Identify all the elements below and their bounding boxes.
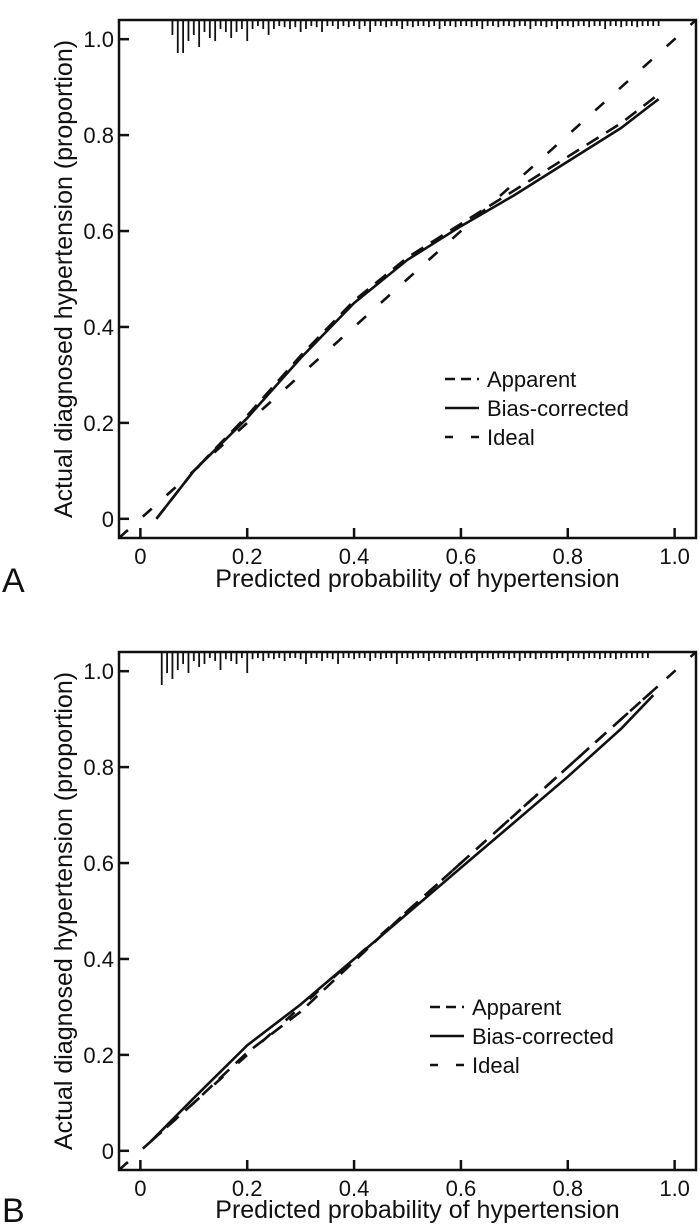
x-tick-label: 1.0 — [659, 1176, 690, 1201]
series-line-apparent — [150, 684, 660, 1143]
panel-a: 0 0.2 0.4 0.6 0.8 1.0 0 0.2 0.4 0.6 0.8 1.0 Predicte… — [50, 18, 698, 593]
legend-label: Bias-corrected — [472, 1024, 614, 1049]
panel-letter-a: A — [2, 562, 25, 600]
series-line-ideal — [119, 20, 696, 538]
x-tick-label: 0.2 — [232, 1176, 263, 1201]
x-tick-label: 0.6 — [446, 544, 477, 569]
y-tick-label: 0.8 — [83, 755, 114, 780]
x-tick-label: 0.8 — [552, 544, 583, 569]
y-tick-label: 0.2 — [83, 411, 114, 436]
y-tick-label: 0.4 — [83, 947, 114, 972]
x-axis-label: Predicted probability of hypertension — [215, 1196, 619, 1224]
legend-label: Ideal — [472, 1053, 520, 1078]
x-tick-label: 0.6 — [446, 1176, 477, 1201]
x-tick-label: 0 — [134, 1176, 146, 1201]
legend: Apparent Bias-corrected Ideal — [430, 995, 614, 1078]
x-tick-label: 1.0 — [659, 544, 690, 569]
series-line-ideal — [119, 652, 696, 1170]
y-tick-label: 0.4 — [83, 315, 114, 340]
panel-letter-b: B — [2, 1192, 25, 1227]
x-tick-label: 0 — [134, 544, 146, 569]
y-axis-label: Actual diagnosed hypertension (proportio… — [50, 40, 78, 518]
y-tick-label: 0.6 — [83, 851, 114, 876]
panel-b: 0 0.2 0.4 0.6 0.8 1.0 0 0.2 0.4 0.6 0.8 1.0 Predicte… — [50, 650, 698, 1224]
legend-label: Bias-corrected — [487, 396, 629, 421]
series-line-bias-corrected — [155, 98, 660, 520]
series-line-bias-corrected — [150, 694, 655, 1143]
y-tick-label: 1.0 — [83, 27, 114, 52]
y-tick-label: 0 — [102, 1139, 114, 1164]
x-tick-label: 0.4 — [339, 1176, 370, 1201]
x-tick-label: 0.8 — [552, 1176, 583, 1201]
legend-label: Ideal — [487, 425, 535, 450]
x-axis-label: Predicted probability of hypertension — [215, 565, 619, 593]
legend-label: Apparent — [487, 367, 576, 392]
x-tick-label: 0.2 — [232, 544, 263, 569]
legend: Apparent Bias-corrected Ideal — [445, 367, 629, 450]
x-tick-label: 0.4 — [339, 544, 370, 569]
y-tick-label: 0.6 — [83, 219, 114, 244]
y-tick-label: 0 — [102, 507, 114, 532]
legend-label: Apparent — [472, 995, 561, 1020]
y-tick-label: 0.2 — [83, 1043, 114, 1068]
y-tick-label: 0.8 — [83, 123, 114, 148]
y-tick-label: 1.0 — [83, 659, 114, 684]
y-axis-label: Actual diagnosed hypertension (proportio… — [50, 672, 78, 1150]
series-line-apparent — [155, 93, 660, 520]
